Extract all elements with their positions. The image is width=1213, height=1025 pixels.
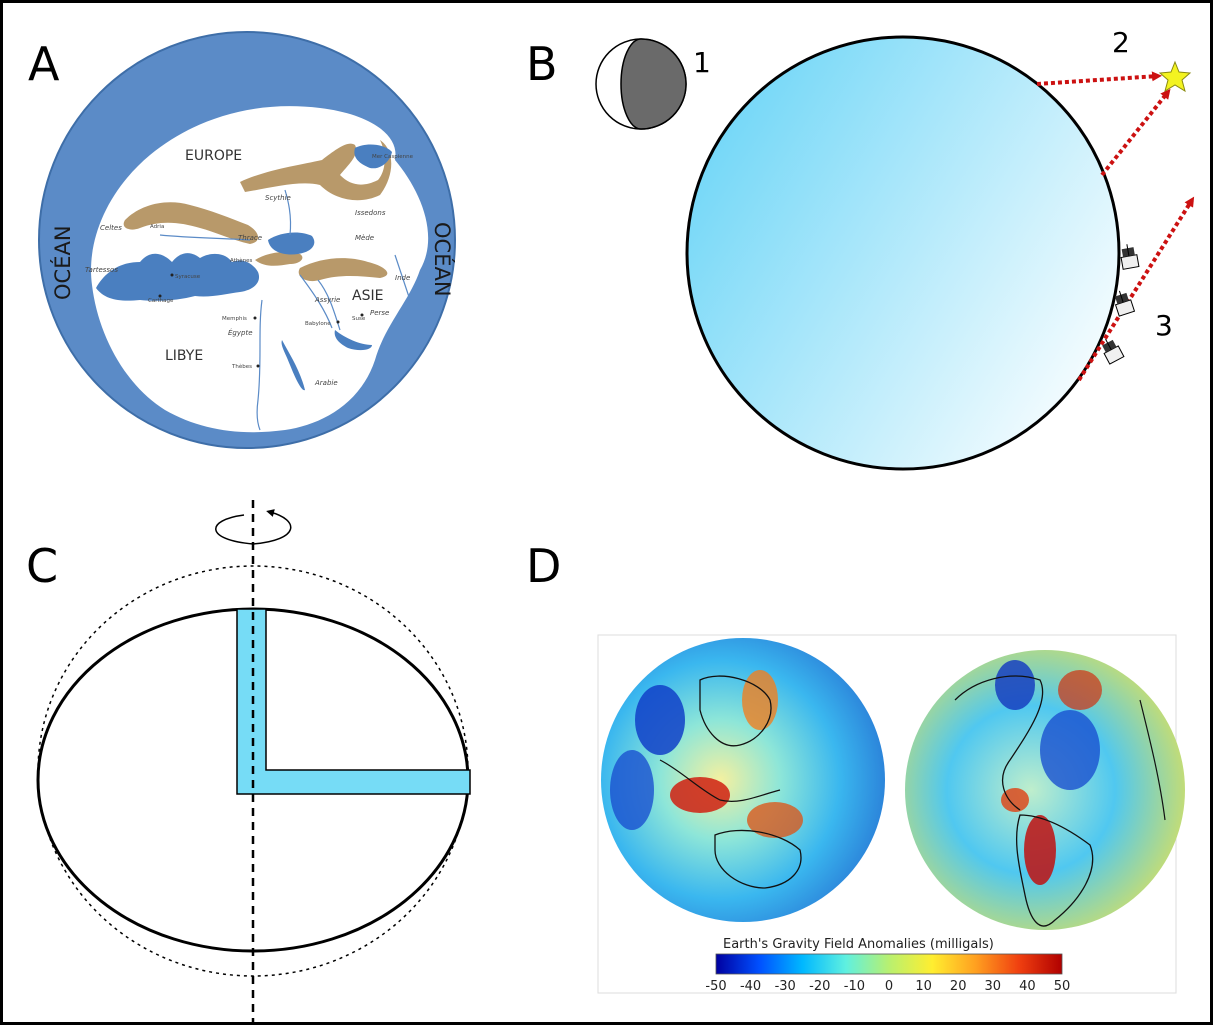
colorbar-tick-label: -10 — [844, 979, 865, 994]
map-place-scythie: Scythie — [265, 194, 291, 202]
persian-gulf — [334, 330, 372, 351]
mountains-asia — [298, 258, 388, 282]
map-place-arabie: Arabie — [314, 379, 338, 387]
river-indus — [394, 254, 411, 301]
map-place-adria: Adria — [150, 224, 164, 230]
river-scythian — [284, 189, 292, 236]
map-place-issedons: Issedons — [355, 209, 386, 217]
panel-a-letter: A — [28, 37, 60, 91]
panel-a: A OCÉAN OCÉAN EUROPE — [28, 31, 456, 449]
map-ocean-right-label: OCÉAN — [430, 222, 455, 297]
label-2: 2 — [1112, 26, 1130, 59]
mountains-north — [240, 140, 392, 201]
label-3: 3 — [1155, 309, 1173, 342]
ship-icon — [1102, 338, 1125, 365]
river-tigris — [317, 279, 341, 331]
map-place-syracuse: Syracuse — [175, 274, 201, 280]
panel-d: D Earth's Gravity Field Anomalies (milli… — [526, 539, 1185, 994]
gravity-globe-left — [601, 638, 885, 922]
gravity-colorbar-ticks: -50 -40 -30 -20 -10 0 10 20 30 40 50 — [705, 979, 1070, 994]
sightline-horizontal-arrow — [1036, 71, 1162, 86]
colorbar-tick-label: 50 — [1054, 979, 1071, 994]
black-sea — [268, 232, 315, 255]
map-place-tartessos: Tartessos — [85, 266, 118, 274]
sightline-ship-arrow — [1077, 196, 1195, 382]
panel-c: C — [26, 500, 471, 1025]
map-place-thebes: Thèbes — [231, 363, 252, 370]
map-place-memphis: Memphis — [222, 316, 247, 322]
river-euphrates — [299, 274, 333, 329]
river-danube — [159, 234, 251, 241]
ship-icon — [1120, 244, 1140, 270]
ship-icon — [1114, 290, 1136, 317]
colorbar-tick-label: -50 — [705, 979, 726, 994]
map-ocean-left-label: OCÉAN — [50, 225, 75, 300]
map-place-celtes: Celtes — [100, 224, 122, 232]
gravity-colorbar — [715, 953, 1063, 975]
map-region-europe: EUROPE — [185, 148, 242, 164]
colorbar-tick-label: -20 — [809, 979, 830, 994]
mountains-anatolia — [255, 252, 303, 266]
map-region-asie: ASIE — [352, 288, 383, 304]
rotation-direction-icon — [215, 509, 292, 545]
mountains-europe — [123, 202, 259, 244]
colorbar-tick-label: -40 — [740, 979, 761, 994]
map-place-carthage: Carthage — [148, 298, 174, 304]
colorbar-tick-label: -30 — [775, 979, 796, 994]
panel-c-letter: C — [26, 539, 58, 593]
gravity-globe-right — [905, 650, 1185, 930]
colorbar-tick-label: 30 — [985, 979, 1002, 994]
map-place-athenes: Athènes — [230, 257, 253, 264]
moon-phase-icon — [595, 38, 687, 130]
ship-icons — [1102, 244, 1140, 365]
red-sea — [281, 340, 305, 391]
colorbar-tick-label: 10 — [915, 979, 932, 994]
gravity-legend-title: Earth's Gravity Field Anomalies (milliga… — [723, 937, 994, 952]
map-place-egypte: Égypte — [228, 328, 253, 337]
well-shaft — [236, 608, 471, 795]
map-place-perse: Perse — [370, 309, 389, 317]
map-place-suse: Suse — [352, 316, 366, 322]
caspian-sea — [354, 144, 392, 169]
map-place-mede: Mède — [355, 234, 374, 242]
panel-b-letter: B — [526, 37, 558, 91]
panel-d-letter: D — [526, 539, 561, 593]
star-icon — [1158, 60, 1192, 93]
map-place-assyrie: Assyrie — [314, 296, 340, 304]
sightline-star-arrow — [1100, 88, 1171, 177]
map-place-thrace: Thrace — [238, 234, 262, 242]
earth-circle — [685, 35, 1121, 471]
panel-b: B 1 2 — [526, 26, 1195, 471]
map-place-babylone: Babylone — [305, 321, 331, 327]
map-place-mer-caspienne: Mer Caspienne — [372, 154, 414, 160]
map-region-libye: LIBYE — [165, 348, 203, 364]
map-city-dots — [158, 273, 364, 368]
colorbar-tick-label: 20 — [950, 979, 967, 994]
label-1: 1 — [693, 46, 711, 79]
river-nile — [256, 299, 263, 431]
map-place-inde: Inde — [395, 274, 410, 282]
hecataeus-world-map: OCÉAN OCÉAN EUROPE ASIE LIBYE Celtes Tar… — [38, 31, 456, 449]
mediterranean-sea — [96, 253, 260, 301]
colorbar-tick-label: 0 — [885, 979, 893, 994]
colorbar-tick-label: 40 — [1019, 979, 1036, 994]
